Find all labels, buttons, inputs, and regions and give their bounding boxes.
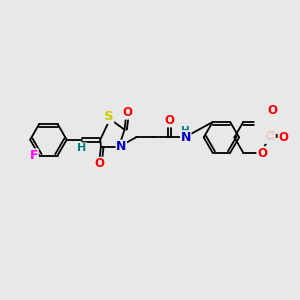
Text: O: O [278, 131, 288, 144]
Text: O: O [122, 106, 132, 119]
Text: O: O [265, 130, 275, 143]
Text: O: O [257, 147, 267, 160]
Text: O: O [265, 130, 275, 143]
Text: S: S [104, 110, 114, 123]
Text: O: O [267, 104, 277, 117]
Text: N: N [181, 131, 191, 144]
Text: O: O [165, 114, 175, 127]
Text: H: H [77, 143, 87, 153]
Text: O: O [94, 158, 104, 170]
Text: H: H [182, 126, 190, 136]
Text: F: F [30, 149, 38, 162]
Text: N: N [116, 140, 127, 153]
